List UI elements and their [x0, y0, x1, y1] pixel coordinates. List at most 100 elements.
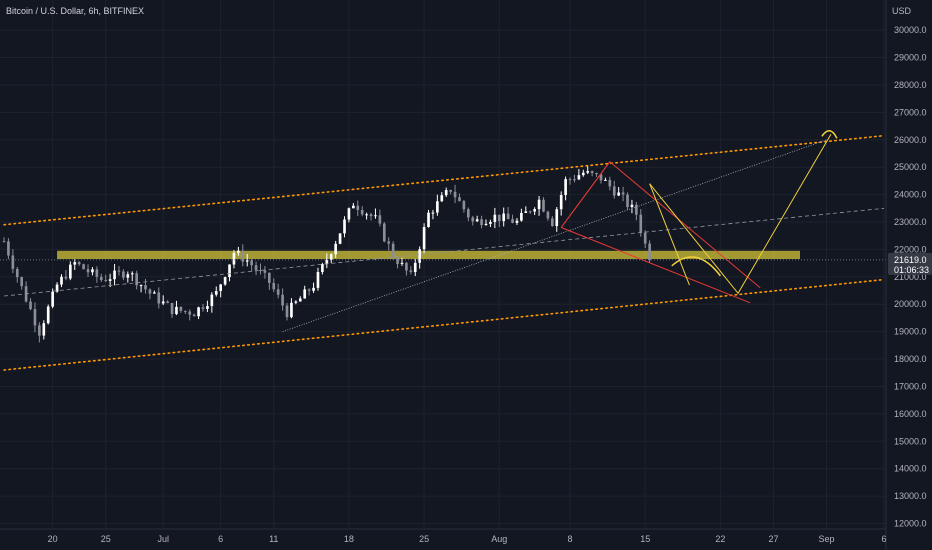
- target-arc: [821, 130, 838, 139]
- candle-up: [374, 215, 377, 217]
- candle-up: [232, 252, 236, 265]
- candle-down: [38, 325, 41, 336]
- price-tick-label: 14000.0: [894, 464, 927, 474]
- candle-down: [551, 218, 554, 227]
- time-tick-label: 25: [419, 534, 429, 544]
- candle-up: [436, 201, 439, 213]
- candle-down: [64, 276, 68, 279]
- candle-up: [515, 220, 519, 223]
- candle-up: [338, 233, 342, 244]
- candle-down: [466, 209, 470, 218]
- candle-up: [586, 171, 590, 173]
- bar-countdown: 01:06:33: [894, 265, 929, 275]
- candle-down: [33, 309, 37, 326]
- time-tick-label: 25: [101, 534, 111, 544]
- price-tick-label: 20000.0: [894, 299, 927, 309]
- candle-down: [471, 217, 475, 222]
- last-price-tag: 21619.0 01:06:33: [888, 252, 932, 275]
- price-tick-label: 17000.0: [894, 381, 927, 391]
- candle-up: [126, 274, 130, 278]
- candle-up: [493, 214, 497, 222]
- time-tick-label: Jul: [157, 534, 169, 544]
- candle-up: [329, 254, 333, 260]
- candle-up: [431, 212, 435, 214]
- candle-up: [91, 269, 94, 273]
- candle-up: [316, 272, 320, 288]
- candle-up: [343, 219, 346, 234]
- candle-down: [480, 219, 483, 226]
- price-tick-label: 28000.0: [894, 80, 927, 90]
- candle-up: [427, 212, 430, 228]
- projection-short-leg: [649, 183, 690, 286]
- time-tick-label: 11: [269, 534, 278, 544]
- drawing-layer-back: [57, 250, 800, 260]
- candle-down: [166, 301, 169, 303]
- time-tick-label: 22: [715, 534, 725, 544]
- price-tick-label: 24000.0: [894, 190, 927, 200]
- candle-down: [648, 243, 651, 260]
- candle-down: [409, 270, 413, 273]
- candle-down: [449, 190, 452, 192]
- time-tick-label: 8: [568, 534, 573, 544]
- candle-down: [259, 270, 262, 272]
- time-tick-label: 18: [344, 534, 354, 544]
- candle-down: [268, 272, 271, 283]
- candle-up: [55, 284, 59, 292]
- support-zone: [57, 250, 800, 260]
- candle-down: [281, 294, 284, 306]
- price-tick-label: 22000.0: [894, 244, 927, 254]
- candle-up: [161, 301, 165, 304]
- candle-up: [440, 195, 444, 202]
- candle-up: [559, 195, 563, 210]
- candle-up: [352, 205, 355, 209]
- trendline-rising: [282, 139, 827, 333]
- candle-down: [635, 204, 638, 215]
- candle-up: [325, 259, 329, 265]
- candle-down: [546, 211, 550, 219]
- candle-down: [254, 265, 258, 271]
- candle-up: [219, 284, 223, 292]
- candle-up: [604, 179, 607, 181]
- candle-down: [391, 243, 395, 258]
- price-axis[interactable]: 12000.0 13000.0 14000.0 15000.0 16000.0 17000…: [885, 0, 927, 550]
- price-tick-label: 30000.0: [894, 25, 927, 35]
- candle-up: [564, 179, 567, 196]
- candle-up: [245, 260, 249, 262]
- candle-down: [241, 250, 245, 262]
- candle-up: [524, 211, 528, 213]
- candle-up: [69, 264, 72, 279]
- candle-down: [29, 301, 32, 310]
- candle-down: [179, 306, 183, 311]
- candle-up: [489, 221, 492, 224]
- candle-up: [175, 306, 178, 315]
- candle-down: [626, 194, 629, 208]
- price-tick-label: 29000.0: [894, 53, 927, 63]
- candle-down: [369, 214, 373, 217]
- time-tick-label: 20: [48, 534, 58, 544]
- candle-down: [192, 314, 196, 317]
- candle-up: [206, 306, 209, 309]
- time-axis[interactable]: 20 25 Jul 6 11 18 25 Aug 8 15 22 27 Sep 6: [0, 528, 887, 544]
- price-tag-background: [888, 252, 932, 275]
- candle-down: [643, 232, 647, 244]
- candle-up: [294, 301, 298, 303]
- price-tick-label: 19000.0: [894, 327, 927, 337]
- candle-up: [444, 190, 448, 196]
- candle-down: [263, 270, 267, 273]
- candle-down: [95, 269, 99, 277]
- candle-down: [250, 260, 253, 266]
- candle-down: [77, 262, 81, 265]
- candle-up: [46, 306, 50, 324]
- candle-down: [590, 171, 594, 174]
- candle-down: [356, 205, 360, 211]
- candle-up: [321, 264, 324, 273]
- candle-up: [400, 262, 404, 264]
- candle-down: [157, 292, 161, 304]
- candle-down: [135, 273, 138, 286]
- candle-down: [20, 277, 24, 287]
- symbol-title: Bitcoin / U.S. Dollar, 6h, BITFINEX: [6, 6, 144, 16]
- candle-up: [365, 214, 368, 216]
- candle-up: [537, 199, 541, 210]
- candle-down: [396, 257, 399, 264]
